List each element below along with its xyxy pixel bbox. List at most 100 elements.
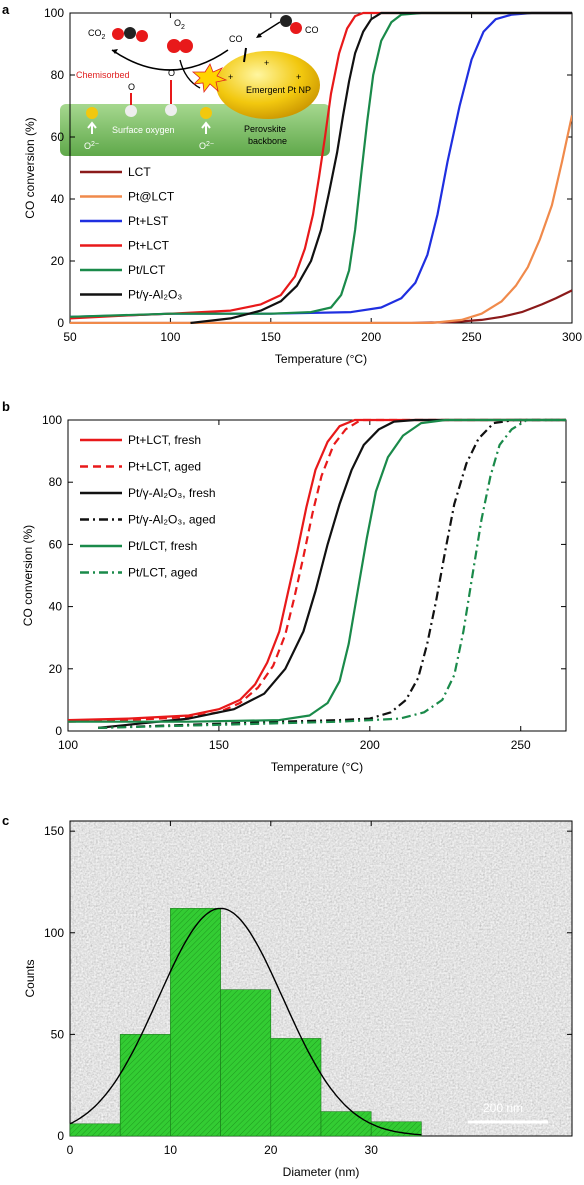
o2-molecule-icon (167, 39, 193, 53)
surface-atom-icon (125, 105, 137, 117)
panel-b-letter: b (2, 399, 10, 414)
o-right-label: O (168, 68, 175, 78)
histogram-bar-6 (320, 1111, 372, 1137)
legend-label: Pt+LST (128, 214, 169, 228)
pt-nanoparticle (216, 51, 320, 119)
histogram-bar-1 (69, 1123, 121, 1137)
x-tick-label: 250 (511, 738, 531, 752)
plus-sign: + (228, 72, 233, 82)
panel-a-letter: a (2, 2, 10, 17)
plot-a: 50 100 150 200 250 300 0 20 40 60 80 100 Temperature… (23, 6, 582, 366)
y-tick-label: 20 (51, 254, 65, 268)
co-right-label: CO (305, 25, 319, 35)
series-line-5 (70, 11, 572, 318)
legend-label: Pt+LCT, fresh (128, 433, 201, 447)
chemisorbed-label: Chemisorbed (76, 70, 130, 80)
plot-frame (67, 419, 567, 732)
y-tick-label: 80 (51, 68, 65, 82)
panel-a: a CO2 O2 CO CO (2, 2, 582, 366)
y-tick-label: 150 (44, 824, 64, 838)
legend-label: LCT (128, 165, 151, 179)
legend-label: Pt/γ-Al₂O₃, aged (128, 513, 216, 527)
y-tick-label: 40 (51, 192, 65, 206)
x-tick-label: 150 (209, 738, 229, 752)
co2-molecule-icon (112, 27, 148, 42)
histogram-bar-4 (220, 989, 272, 1137)
panel-c-letter: c (2, 813, 9, 828)
x-tick-label: 100 (160, 330, 180, 344)
legend-label: Pt@LCT (128, 190, 175, 204)
legend-label: Pt/LCT (128, 263, 166, 277)
reaction-flash-icon (191, 63, 228, 94)
x-tick-label: 0 (67, 1143, 74, 1157)
series-line-4 (70, 11, 572, 320)
o2minus-left-label: O2− (84, 141, 99, 151)
o2minus-right-label: O2− (199, 141, 214, 151)
plus-sign: + (264, 58, 269, 68)
histogram-bar-2 (119, 1034, 171, 1137)
histogram-bar-5 (270, 1038, 322, 1137)
arrow-head-icon (256, 33, 262, 38)
series-line-1 (68, 418, 566, 722)
surface-atom-icon (86, 107, 98, 119)
x-axis-label: Temperature (°C) (271, 760, 363, 774)
surface-atom-icon (200, 107, 212, 119)
x-tick-label: 10 (164, 1143, 178, 1157)
x-tick-label: 150 (261, 330, 281, 344)
arrow-head-icon (112, 49, 118, 54)
legend-label: Pt/LCT, aged (128, 566, 197, 580)
series-line-6 (190, 11, 572, 324)
series-line-5 (68, 418, 566, 723)
x-tick-label: 300 (562, 330, 582, 344)
x-axis-label: Temperature (°C) (275, 352, 367, 366)
y-tick-label: 0 (57, 316, 64, 330)
up-arrow-icon (201, 121, 211, 134)
x-tick-label: 200 (360, 738, 380, 752)
y-tick-label: 40 (49, 600, 63, 614)
y-tick-label: 100 (44, 6, 64, 20)
co-left-label: CO (229, 34, 243, 44)
legend-label: Pt+LCT (128, 239, 170, 253)
y-tick-label: 100 (42, 413, 62, 427)
scale-bar-label: 200 nm (483, 1101, 523, 1115)
surface-oxygen-label: Surface oxygen (112, 125, 175, 135)
perovskite-label: Perovskite (244, 124, 286, 134)
x-tick-label: 20 (264, 1143, 278, 1157)
y-tick-label: 80 (49, 475, 63, 489)
histogram-bar-3 (170, 908, 221, 1137)
x-axis-label: Diameter (nm) (283, 1165, 360, 1179)
x-tick-label: 250 (462, 330, 482, 344)
panel-b: b 100 150 200 250 0 20 40 60 80 100 Temperature (°… (2, 399, 567, 774)
gaussian-fit-curve (69, 907, 422, 1136)
y-axis-label: Counts (23, 959, 37, 997)
x-tick-label: 30 (365, 1143, 379, 1157)
y-tick-label: 50 (51, 1027, 65, 1041)
legend-label: Pt+LCT, aged (128, 460, 201, 474)
mechanism-schematic: CO2 O2 CO CO Chemisorbed O O (60, 15, 330, 156)
y-axis-label: CO conversion (%) (23, 117, 37, 218)
backbone-label: backbone (248, 136, 287, 146)
histogram-bar-7 (370, 1121, 422, 1137)
plot-b: 100 150 200 250 0 20 40 60 80 100 Temperature (°C)… (21, 413, 567, 774)
o-left-label: O (128, 82, 135, 92)
co-molecule-icon (280, 15, 302, 34)
legend-label: Pt/γ-Al₂O₃, fresh (128, 486, 216, 500)
series-line-6 (98, 418, 566, 729)
o2-label: O2 (174, 18, 185, 31)
y-tick-label: 60 (51, 130, 65, 144)
series-line-3 (98, 418, 566, 729)
reaction-arrow (111, 49, 229, 71)
y-tick-label: 0 (57, 1129, 64, 1143)
co-arrow (257, 21, 281, 37)
series-line-2 (70, 115, 572, 324)
x-tick-label: 200 (361, 330, 381, 344)
surface-atom-icon (165, 104, 177, 116)
plot-c: 0 10 20 30 0 50 100 150 Diameter (nm) Counts (23, 820, 573, 1179)
o2-arrow (179, 59, 201, 89)
co2-label: CO2 (88, 28, 106, 41)
y-tick-label: 60 (49, 537, 63, 551)
legend-label: Pt/LCT, fresh (128, 539, 197, 553)
co-bond (243, 47, 247, 63)
y-tick-label: 20 (49, 662, 63, 676)
